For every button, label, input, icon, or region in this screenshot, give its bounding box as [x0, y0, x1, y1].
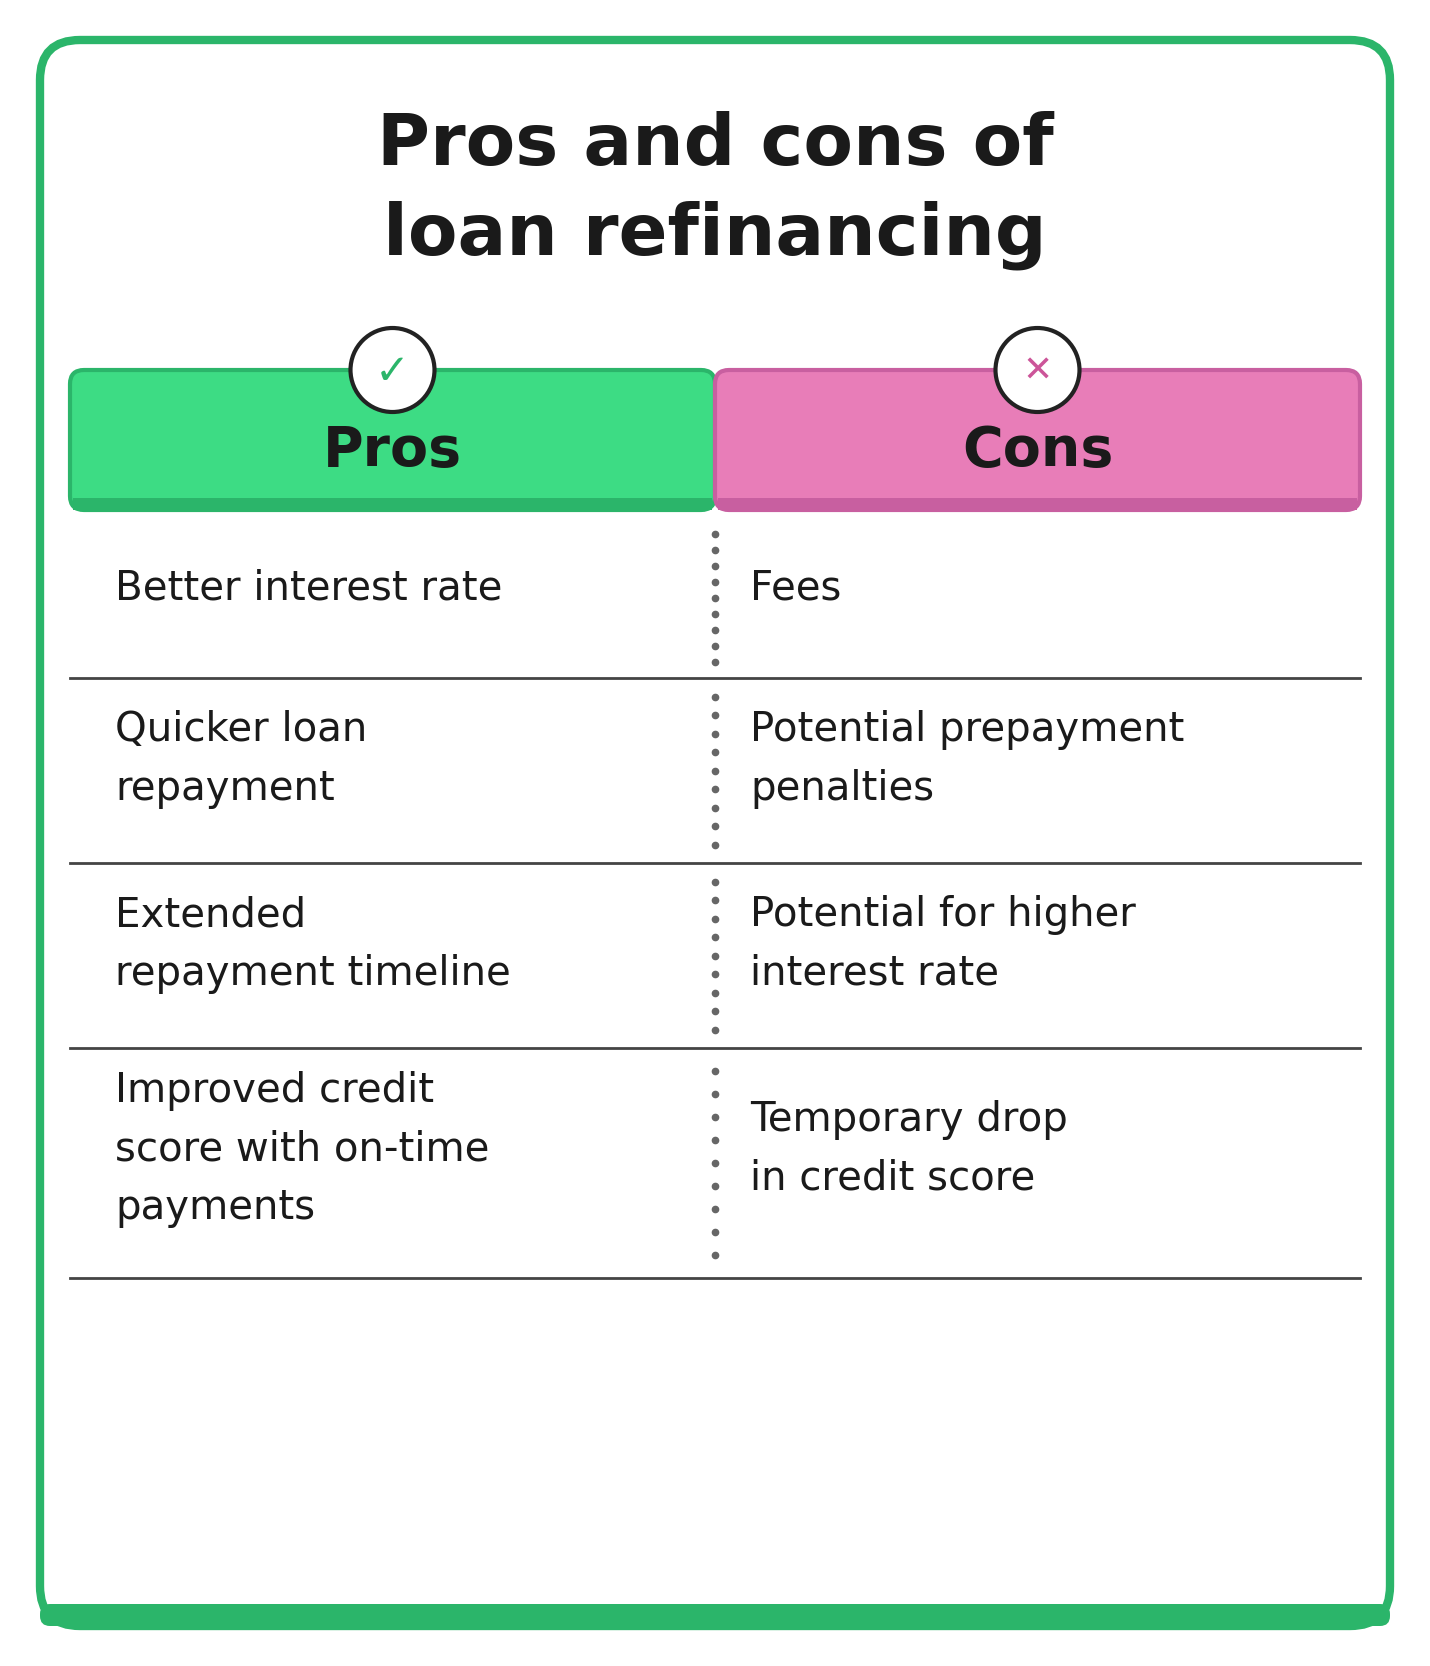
Text: Potential for higher
interest rate: Potential for higher interest rate — [749, 895, 1135, 993]
Text: Fees: Fees — [749, 568, 841, 608]
FancyBboxPatch shape — [40, 40, 1390, 1626]
Text: Pros: Pros — [323, 425, 462, 478]
Text: ✓: ✓ — [375, 352, 410, 393]
Text: loan refinancing: loan refinancing — [383, 200, 1047, 270]
Circle shape — [350, 328, 435, 412]
Text: Temporary drop
in credit score: Temporary drop in credit score — [749, 1100, 1068, 1198]
Bar — [718, 498, 1357, 510]
FancyBboxPatch shape — [40, 1604, 1390, 1626]
Bar — [73, 498, 712, 510]
Text: Pros and cons of: Pros and cons of — [376, 110, 1054, 180]
Text: Extended
repayment timeline: Extended repayment timeline — [114, 895, 511, 993]
Text: Potential prepayment
penalties: Potential prepayment penalties — [749, 710, 1184, 808]
Text: Cons: Cons — [962, 425, 1113, 478]
Text: Improved credit
score with on-time
payments: Improved credit score with on-time payme… — [114, 1071, 489, 1228]
Text: Quicker loan
repayment: Quicker loan repayment — [114, 710, 368, 808]
FancyBboxPatch shape — [715, 370, 1360, 510]
FancyBboxPatch shape — [70, 370, 715, 510]
Text: Better interest rate: Better interest rate — [114, 568, 502, 608]
Text: ✕: ✕ — [1022, 355, 1052, 388]
Circle shape — [995, 328, 1080, 412]
